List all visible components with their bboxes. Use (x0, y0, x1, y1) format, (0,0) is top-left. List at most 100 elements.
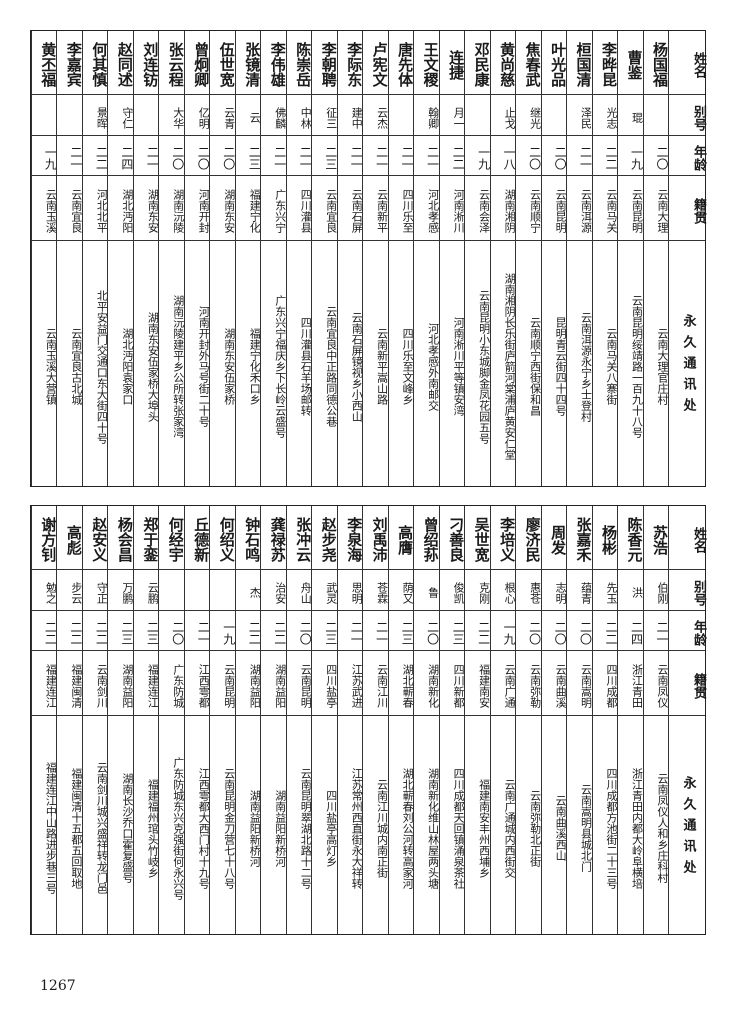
person-name: 廖济民 (516, 506, 542, 570)
person-record: 李泉海 思明 二一 江苏武进 江苏常州西直街永大祥转 (336, 506, 363, 934)
person-name: 刘禹沛 (363, 506, 389, 570)
person-age: 二一 (261, 136, 287, 176)
person-age: 二二 (592, 611, 618, 651)
person-name: 赵同述 (108, 31, 134, 95)
person-record: 吴世宽 克刚 二二 福建南安 福建南安丰州西埔乡 (464, 506, 491, 934)
page-number: 1267 (40, 978, 76, 994)
person-address: 云南弥勒北正街 (528, 789, 542, 867)
person-record: 张云程 大华 二〇 湖南沅陵 湖南沅陵建平乡公所转张家湾 (158, 31, 185, 486)
person-age: 二二 (31, 611, 57, 651)
person-alias (133, 95, 159, 136)
person-record: 李培义 根心 一九 云南广通 云南广通城内西街交 (489, 506, 516, 934)
person-alias: 鲁 (414, 570, 440, 611)
person-record: 焦春武 继光 二〇 云南顺宁 云南顺宁西街保和昌 (515, 31, 542, 486)
person-origin: 湖南益阳 (261, 651, 287, 716)
person-origin: 云南新平 (363, 176, 389, 241)
person-record: 桓国清 泽民 二一 云南洱源 云南洱源永宁乡士登村 (566, 31, 593, 486)
person-origin: 广东兴宁 (261, 176, 287, 241)
person-record: 钟石鸣杰二二 湖南益阳 湖南益阳新桥河 (234, 506, 261, 934)
person-age: 二二 (82, 136, 108, 176)
person-alias: 云 (235, 95, 261, 136)
person-address: 云南江川城内南正街 (375, 778, 389, 878)
person-address: 云南新平嵩山路 (375, 328, 389, 405)
person-name: 李培义 (490, 506, 516, 570)
person-record: 伍世宽 云青 二〇 湖南东安 湖南东安伍家桥 (209, 31, 236, 486)
person-alias: 万鹏 (108, 570, 134, 611)
person-age: 一九 (465, 136, 491, 176)
person-age: 二三 (439, 611, 465, 651)
person-origin: 云南洱源 (567, 176, 593, 241)
person-age: 二三 (108, 611, 134, 651)
person-origin: 湖北沔阳 (108, 176, 134, 241)
person-age: 一八 (490, 136, 516, 176)
header-age: 年龄 (669, 611, 706, 651)
person-alias (388, 95, 414, 136)
person-age: 二二 (439, 136, 465, 176)
person-name: 李泉海 (337, 506, 363, 570)
person-alias: 先玉 (592, 570, 618, 611)
person-alias: 守正 (82, 570, 108, 611)
person-name: 周发 (541, 506, 567, 570)
person-record: 杨会昌 万鹏 二三 湖南益阳 湖南长沙乔口霍复盛号 (107, 506, 134, 934)
person-record: 邓民康 一九 云南会泽 云南昆明小东城脚金凤花园五号 (464, 31, 491, 486)
person-address: 云南洱源永宁乡士登村 (579, 311, 593, 422)
person-address: 四川灌县石羊场邮转 (299, 317, 313, 416)
person-record: 唐先体 二一 四川乐至 四川乐至文峰乡 (387, 31, 414, 486)
person-age: 二一 (337, 611, 363, 651)
person-address: 广东兴宁福庆乡下长岭云盛号 (273, 295, 287, 438)
person-name: 何其慎 (82, 31, 108, 95)
person-name: 高彪 (57, 506, 83, 570)
person-origin: 福建连江 (133, 651, 159, 716)
person-record: 丘德新 二一 江西雩都 江西雩都大西门村十九号 (183, 506, 210, 934)
person-age: 二〇 (184, 136, 210, 176)
person-address: 四川成都天回镇涌泉茶社 (452, 767, 466, 889)
person-origin: 湖南东安 (133, 176, 159, 241)
person-origin: 江西雩都 (184, 651, 210, 716)
person-alias: 治安 (261, 570, 287, 611)
person-record: 杨彬 先玉 二二 四川成都 四川成都方池街二十三号 (591, 506, 618, 934)
person-origin: 云南顺宁 (516, 176, 542, 241)
roster-table-bottom: 姓名 别号 年龄 籍贯 永久通讯处 苏浩 伯刚 二一 云南凤仪 云南凤仪人和乡庄科村 陈香元洪二四浙… (30, 505, 706, 935)
person-age: 二〇 (567, 611, 593, 651)
person-alias (465, 95, 490, 136)
person-record: 李伟雄 佛麟 二一 广东兴宁 广东兴宁福庆乡下长岭云盛号 (260, 31, 287, 486)
person-record: 高膺 荫又 二三 湖北蕲春 湖北蕲春刘公河转高家河 (387, 506, 414, 934)
person-address: 广东防城东兴克强街何永兴号 (171, 756, 185, 900)
person-address: 湖北沔阳袁家口 (120, 328, 134, 405)
person-name: 龚禄苏 (261, 506, 287, 570)
person-record: 王文稷 翰卿 二一 河北孝感 河北孝感外南邮交 (413, 31, 440, 486)
header-age: 年龄 (669, 136, 706, 176)
header-address: 永久通讯处 (680, 314, 696, 419)
person-age: 二一 (337, 136, 363, 176)
person-record: 赵同述 守仁 二四 湖北沔阳 湖北沔阳袁家口 (107, 31, 134, 486)
person-address: 四川盐亭高灯乡 (324, 789, 338, 867)
person-origin: 云南嵩明 (567, 651, 593, 716)
person-address: 福建连江中山路进步巷三号 (44, 762, 58, 894)
person-alias: 云青 (210, 95, 236, 136)
person-record: 叶光品 二〇 云南昆明 昆明青云街四十四号 (540, 31, 567, 486)
person-origin: 云南石屏 (337, 176, 363, 241)
person-alias: 建中 (337, 95, 363, 136)
person-address: 云南马关八寨街 (605, 328, 619, 405)
person-record: 杨国福 二〇 云南大理 云南大理官庄村 (642, 31, 669, 486)
person-origin: 云南江川 (363, 651, 389, 716)
person-age: 二二 (57, 611, 83, 651)
person-alias (210, 570, 235, 611)
person-origin: 云南昆明 (618, 176, 644, 241)
person-alias: 荫又 (388, 570, 414, 611)
person-name: 何绍义 (210, 506, 236, 570)
person-record: 李嘉宾 二一 云南宜良 云南宜良古北城 (56, 31, 83, 486)
person-alias (643, 95, 668, 136)
person-alias (184, 570, 210, 611)
person-record: 高彪 步云 二二 福建闽清 福建闽清十五都五回取地 (56, 506, 83, 934)
person-alias (57, 95, 82, 136)
person-record: 赵步尧 武灵 二三 四川盐亭 四川盐亭高灯乡 (311, 506, 338, 934)
person-origin: 四川盐亭 (312, 651, 338, 716)
person-age: 一九 (31, 136, 57, 176)
person-address: 湖南东安伍家桥 (222, 328, 236, 405)
header-column: 姓名 别号 年龄 籍贯 永久通讯处 (668, 31, 706, 486)
person-name: 高膺 (388, 506, 414, 570)
person-name: 刁善良 (439, 506, 465, 570)
person-address: 湖南新化维山林屋两头塘 (426, 767, 440, 889)
person-name: 谢方钊 (31, 506, 57, 570)
